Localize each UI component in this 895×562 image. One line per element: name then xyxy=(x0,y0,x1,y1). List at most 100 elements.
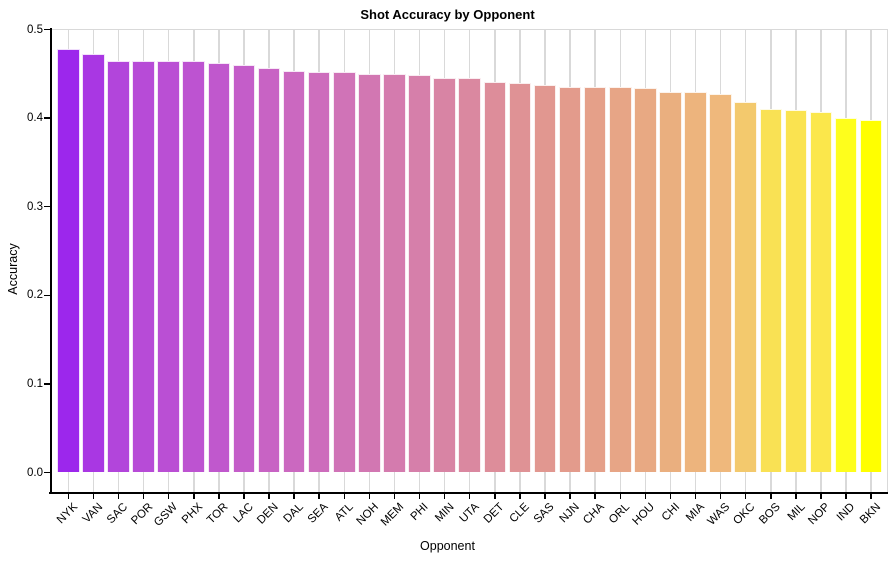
bar-MIN xyxy=(433,78,456,473)
x-tick-label-CHA: CHA xyxy=(581,501,607,527)
x-tick-label-TOR: TOR xyxy=(204,501,231,527)
x-tick-label-HOU: HOU xyxy=(630,501,657,528)
x-tick-WAS xyxy=(719,494,722,499)
x-tick-label-BKN: BKN xyxy=(857,501,883,527)
x-tick-label-VAN: VAN xyxy=(80,501,105,526)
bar-GSW xyxy=(157,60,180,473)
chart-title: Shot Accuracy by Opponent xyxy=(360,7,535,22)
x-tick-NOH xyxy=(368,494,371,499)
x-tick-ORL xyxy=(619,494,622,499)
x-tick-label-LAC: LAC xyxy=(231,501,256,526)
x-tick-UTA xyxy=(468,494,471,499)
x-tick-POR xyxy=(142,494,145,499)
bar-NOH xyxy=(358,73,381,473)
x-tick-label-MEM: MEM xyxy=(378,501,406,529)
x-tick-CHI xyxy=(669,494,672,499)
bar-LAC xyxy=(232,64,256,473)
y-axis-spine xyxy=(49,28,52,494)
x-tick-IND xyxy=(845,494,847,499)
x-tick-label-MIA: MIA xyxy=(684,501,708,524)
y-tick-label-0.1: 0.1 xyxy=(27,377,43,390)
x-tick-label-BOS: BOS xyxy=(756,501,783,527)
x-tick-NOP xyxy=(820,494,822,499)
x-tick-label-NOH: NOH xyxy=(354,501,381,528)
x-tick-MIA xyxy=(694,494,697,499)
x-tick-SAC xyxy=(117,494,120,499)
y-tick-label-0.5: 0.5 xyxy=(27,23,43,36)
x-tick-label-OKC: OKC xyxy=(731,501,758,528)
x-tick-label-PHI: PHI xyxy=(409,501,432,524)
x-tick-TOR xyxy=(218,494,220,499)
bar-CHA xyxy=(583,87,607,473)
x-tick-label-WAS: WAS xyxy=(705,501,733,528)
bar-SEA xyxy=(307,72,331,473)
bar-ATL xyxy=(332,72,356,473)
x-tick-PHX xyxy=(193,494,195,499)
bar-SAS xyxy=(533,85,557,473)
bar-PHX xyxy=(182,61,206,473)
x-tick-OKC xyxy=(744,494,747,499)
x-tick-label-SAS: SAS xyxy=(531,501,557,526)
bar-CLE xyxy=(508,82,532,473)
bar-BOS xyxy=(759,109,783,473)
x-tick-MIL xyxy=(795,494,797,499)
x-tick-label-SAC: SAC xyxy=(104,501,130,527)
bar-WAS xyxy=(709,94,732,473)
x-tick-SEA xyxy=(318,494,320,499)
x-tick-DET xyxy=(494,494,496,499)
bar-MIA xyxy=(684,92,707,473)
bar-DAL xyxy=(282,71,306,473)
bar-MEM xyxy=(383,73,406,473)
bar-UTA xyxy=(458,78,482,473)
gridline-right-edge xyxy=(886,29,888,492)
x-axis-spine xyxy=(48,491,888,494)
x-tick-CLE xyxy=(519,494,521,499)
x-tick-LAC xyxy=(243,494,245,499)
x-tick-label-GSW: GSW xyxy=(152,501,181,529)
x-tick-label-ATL: ATL xyxy=(332,501,356,524)
bar-MIL xyxy=(784,110,808,473)
y-tick-0.1 xyxy=(44,383,50,385)
bar-PHI xyxy=(408,74,431,473)
y-tick-0.4 xyxy=(44,117,50,119)
x-tick-label-PHX: PHX xyxy=(180,501,206,527)
y-tick-label-0.0: 0.0 xyxy=(27,466,43,479)
y-tick-label-0.2: 0.2 xyxy=(27,289,43,302)
x-tick-label-IND: IND xyxy=(835,501,858,524)
bar-VAN xyxy=(82,54,105,473)
x-tick-label-MIN: MIN xyxy=(432,501,457,525)
x-tick-MEM xyxy=(393,494,396,499)
x-tick-DEN xyxy=(268,494,270,499)
x-tick-DAL xyxy=(293,494,295,499)
x-tick-label-UTA: UTA xyxy=(457,501,482,526)
x-tick-label-MIL: MIL xyxy=(785,501,808,524)
x-tick-NYK xyxy=(67,494,70,499)
x-tick-MIN xyxy=(443,494,446,499)
bar-HOU xyxy=(634,87,657,473)
y-tick-0.2 xyxy=(44,294,50,297)
bar-SAC xyxy=(107,60,130,473)
y-tick-0.5 xyxy=(44,28,50,31)
bar-TOR xyxy=(207,63,231,473)
x-tick-GSW xyxy=(167,494,170,499)
x-tick-SAS xyxy=(544,494,546,499)
x-tick-label-SEA: SEA xyxy=(305,501,331,526)
x-tick-CHA xyxy=(594,494,596,499)
y-tick-0.0 xyxy=(44,471,50,474)
gridline-top xyxy=(51,28,888,31)
x-tick-label-CHI: CHI xyxy=(659,501,682,524)
x-tick-BOS xyxy=(770,494,772,499)
x-tick-label-CLE: CLE xyxy=(507,501,532,526)
bar-ORL xyxy=(608,87,632,473)
x-tick-PHI xyxy=(418,494,421,499)
x-axis-label: Opponent xyxy=(420,539,475,553)
y-tick-label-0.4: 0.4 xyxy=(27,112,43,125)
y-tick-label-0.3: 0.3 xyxy=(27,200,43,213)
y-tick-0.3 xyxy=(44,205,50,208)
x-tick-label-POR: POR xyxy=(128,501,156,528)
bar-IND xyxy=(834,118,858,473)
bar-NJN xyxy=(558,87,582,473)
x-tick-label-DET: DET xyxy=(481,501,507,526)
x-tick-NJN xyxy=(569,494,571,499)
